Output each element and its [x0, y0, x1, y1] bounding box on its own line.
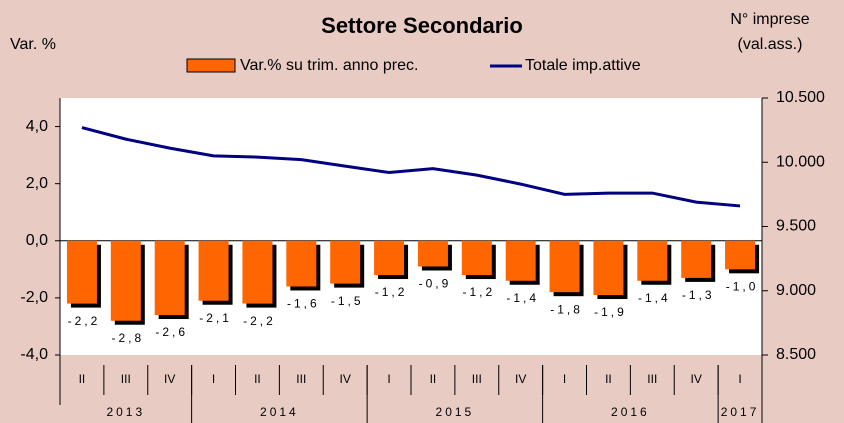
- bar: [505, 240, 536, 281]
- x-tick-label: IV: [340, 372, 351, 386]
- bar: [681, 240, 712, 278]
- y2-axis-label: N° imprese: [730, 11, 809, 28]
- x-tick-label: I: [738, 372, 741, 386]
- y2-tick-label: 10.000: [776, 153, 825, 170]
- bar: [198, 240, 229, 301]
- x-tick-label: I: [212, 372, 215, 386]
- bar: [286, 240, 317, 287]
- y-tick-label: 0,0: [26, 232, 48, 249]
- x-tick-label: III: [472, 372, 482, 386]
- year-label: 2016: [611, 405, 650, 419]
- x-tick-label: III: [296, 372, 306, 386]
- year-label: 2017: [721, 405, 760, 419]
- y-tick-label: -2,0: [20, 289, 48, 306]
- y2-tick-label: 9.000: [776, 282, 816, 299]
- value-label: -2,8: [111, 331, 144, 345]
- x-tick-label: II: [79, 372, 86, 386]
- x-tick-label: I: [387, 372, 390, 386]
- legend-swatch: [186, 58, 236, 73]
- y-tick-label: -4,0: [20, 346, 48, 363]
- value-label: -0,9: [419, 277, 452, 291]
- year-label: 2015: [436, 405, 475, 419]
- x-tick-label: II: [254, 372, 261, 386]
- bar: [725, 240, 756, 270]
- value-label: -1,5: [331, 294, 364, 308]
- value-label: -1,0: [726, 280, 759, 294]
- x-tick-label: IV: [515, 372, 526, 386]
- y2-tick-label: 8.500: [776, 346, 816, 363]
- value-label: -1,4: [638, 291, 671, 305]
- value-label: -2,2: [243, 314, 276, 328]
- bar: [242, 240, 273, 304]
- x-tick-label: III: [121, 372, 131, 386]
- bar: [66, 240, 97, 304]
- y2-tick-label: 9.500: [776, 218, 816, 235]
- x-tick-label: IV: [164, 372, 175, 386]
- value-label: -1,2: [462, 285, 495, 299]
- chart-title: Settore Secondario: [321, 13, 523, 38]
- value-label: -1,2: [375, 285, 408, 299]
- bar: [637, 240, 668, 281]
- y-tick-label: 2,0: [26, 175, 48, 192]
- x-tick-label: II: [430, 372, 437, 386]
- value-label: -1,4: [506, 291, 539, 305]
- value-label: -2,6: [155, 325, 188, 339]
- x-tick-label: III: [647, 372, 657, 386]
- value-label: -1,9: [594, 305, 627, 319]
- value-label: -1,8: [550, 302, 583, 316]
- y-axis-label: Var. %: [10, 36, 56, 53]
- y-tick-label: 4,0: [26, 118, 48, 135]
- value-label: -2,2: [68, 314, 101, 328]
- line: [81, 126, 741, 208]
- bar: [110, 240, 141, 321]
- bar: [461, 240, 492, 276]
- year-label: 2013: [106, 405, 145, 419]
- y2-tick-label: 10.500: [776, 89, 825, 106]
- bar: [549, 240, 580, 293]
- bar: [154, 240, 185, 316]
- bar: [417, 240, 448, 267]
- value-label: -1,6: [287, 297, 320, 311]
- x-tick-label: IV: [691, 372, 702, 386]
- bar: [330, 240, 361, 284]
- y2-axis-label: (val.ass.): [738, 36, 803, 53]
- x-tick-label: II: [605, 372, 612, 386]
- year-label: 2014: [260, 405, 299, 419]
- value-label: -2,1: [199, 311, 232, 325]
- bar: [374, 240, 405, 276]
- legend-label: Totale imp.attive: [525, 57, 641, 74]
- legend-label: Var.% su trim. anno prec.: [240, 57, 418, 74]
- x-tick-label: I: [563, 372, 566, 386]
- bar: [593, 240, 624, 296]
- value-label: -1,3: [682, 288, 715, 302]
